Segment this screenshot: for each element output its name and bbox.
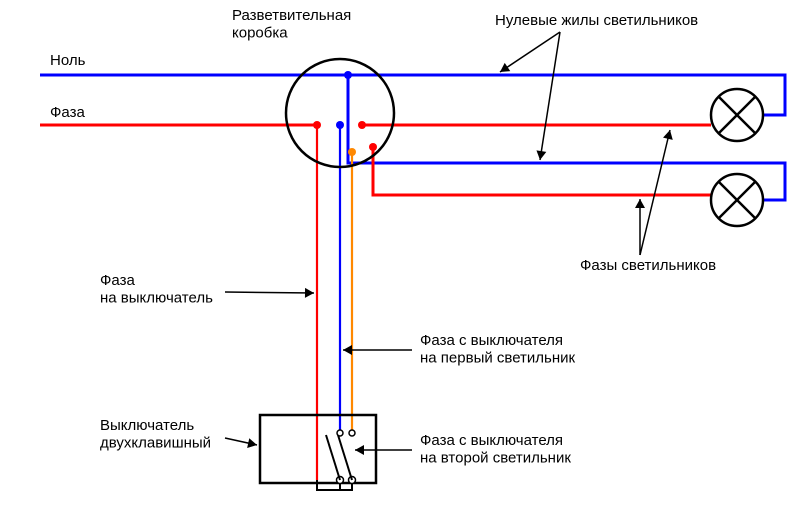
label-phase-to-switch: на выключатель (100, 289, 213, 306)
label-neutral-lamps: Нулевые жилы светильников (495, 12, 698, 29)
label-neutral: Ноль (50, 52, 86, 69)
label-switch: двухклавишный (100, 434, 211, 451)
label-switch-lamp1: Фаза с выключателя (420, 332, 563, 349)
label-phase-to-switch: Фаза (100, 272, 135, 289)
switch-lever-2 (338, 435, 352, 480)
label-lamp-phases: Фазы светильников (580, 257, 716, 274)
label-switch-lamp2: на второй светильник (420, 449, 571, 466)
label-switch: Выключатель (100, 417, 194, 434)
label-switch-lamp1: на первый светильник (420, 349, 576, 366)
label-switch-lamp2: Фаза с выключателя (420, 432, 563, 449)
label-junction-box: коробка (232, 24, 288, 41)
label-junction-box: Разветвительная (232, 7, 351, 24)
label-phase: Фаза (50, 104, 85, 121)
switch-lever-1 (326, 435, 340, 480)
